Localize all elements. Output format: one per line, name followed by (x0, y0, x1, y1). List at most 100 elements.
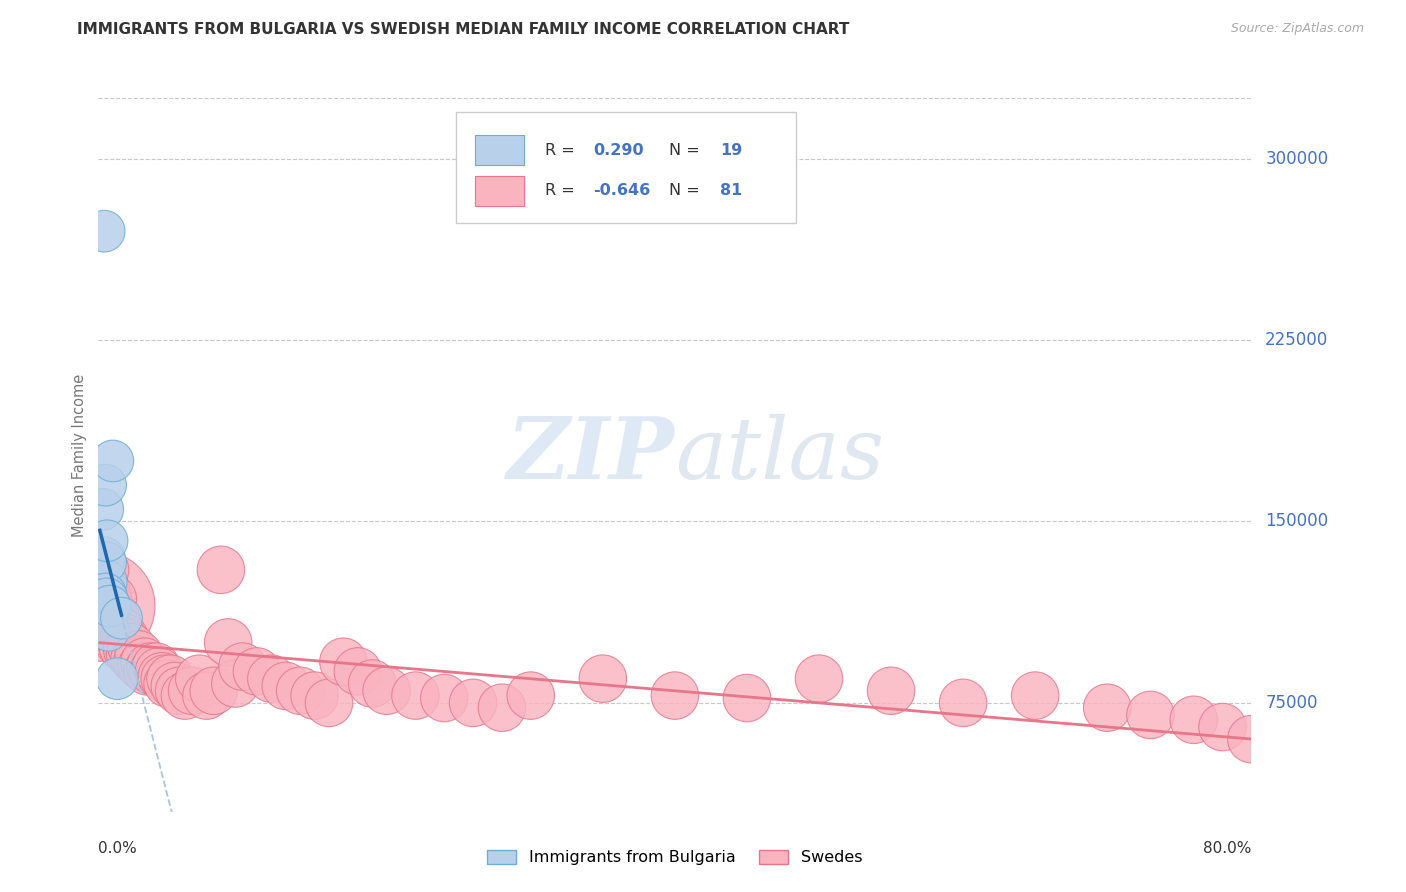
Point (167, 683, 190, 698)
Point (117, 642, 138, 657)
Point (98, 611, 121, 625)
Point (124, 652, 146, 666)
Point (136, 665, 159, 679)
Point (807, 672, 830, 686)
Point (127, 655, 149, 669)
Point (231, 659, 254, 673)
Point (260, 672, 283, 686)
Point (1097, 700, 1119, 714)
Text: 0.290: 0.290 (593, 143, 644, 158)
Point (98, 599, 121, 613)
Point (90, 587, 112, 601)
Y-axis label: Median Family Income: Median Family Income (72, 373, 87, 537)
Point (246, 665, 269, 679)
Text: atlas: atlas (675, 414, 884, 496)
Point (89, 587, 111, 601)
Point (93, 550, 115, 565)
Point (94, 582, 117, 597)
Point (120, 648, 142, 662)
Text: IMMIGRANTS FROM BULGARIA VS SWEDISH MEDIAN FAMILY INCOME CORRELATION CHART: IMMIGRANTS FROM BULGARIA VS SWEDISH MEDI… (77, 22, 849, 37)
Point (94, 556, 117, 570)
Point (139, 659, 162, 673)
Point (131, 659, 153, 673)
Point (100, 615, 122, 630)
Point (97, 607, 120, 621)
FancyBboxPatch shape (475, 176, 524, 206)
Text: N =: N = (669, 143, 704, 158)
Text: N =: N = (669, 184, 704, 198)
Point (96, 591, 118, 606)
Point (89, 599, 111, 613)
Point (159, 672, 181, 686)
Point (101, 607, 124, 621)
Point (156, 676, 179, 690)
Point (91, 502, 114, 516)
Point (1212, 720, 1234, 734)
Point (90, 563, 112, 577)
Text: 225000: 225000 (1265, 331, 1329, 349)
Point (101, 454, 124, 468)
Point (145, 659, 167, 673)
Point (96, 591, 118, 606)
Point (108, 624, 131, 638)
Point (94, 478, 117, 492)
Text: 80.0%: 80.0% (1204, 841, 1251, 855)
Point (91, 607, 114, 621)
Point (114, 635, 136, 649)
Point (105, 631, 128, 645)
Point (134, 655, 156, 669)
Point (98, 599, 121, 613)
Point (104, 624, 127, 638)
Point (880, 683, 903, 698)
Point (101, 591, 124, 606)
Text: 150000: 150000 (1265, 512, 1329, 531)
Point (94, 587, 117, 601)
Point (111, 640, 134, 655)
Point (520, 689, 543, 703)
Point (121, 640, 143, 655)
Point (1024, 689, 1046, 703)
Point (128, 648, 150, 662)
Point (332, 655, 354, 669)
Point (112, 631, 135, 645)
Point (346, 665, 368, 679)
Point (491, 700, 513, 714)
Point (91, 567, 114, 582)
Text: 81: 81 (720, 184, 742, 198)
FancyBboxPatch shape (475, 136, 524, 165)
Point (142, 665, 165, 679)
Point (107, 635, 129, 649)
Point (181, 683, 204, 698)
Point (148, 665, 170, 679)
Text: R =: R = (544, 143, 579, 158)
Point (163, 679, 186, 693)
Text: 75000: 75000 (1265, 694, 1317, 712)
Point (1240, 732, 1263, 747)
Text: 19: 19 (720, 143, 742, 158)
Point (93, 563, 115, 577)
Point (361, 676, 384, 690)
Point (96, 533, 118, 548)
Point (461, 696, 484, 710)
Point (375, 683, 398, 698)
Point (91, 591, 114, 606)
Point (664, 689, 686, 703)
Point (188, 672, 211, 686)
Point (105, 672, 128, 686)
Point (150, 669, 173, 683)
Point (405, 689, 427, 703)
Point (110, 611, 132, 625)
Point (735, 691, 758, 706)
Point (94, 591, 117, 606)
Point (224, 676, 246, 690)
Point (1139, 708, 1161, 723)
Point (174, 689, 197, 703)
Point (195, 689, 218, 703)
Point (90, 574, 112, 589)
Point (274, 679, 297, 693)
Point (592, 672, 614, 686)
Point (104, 611, 127, 625)
Point (433, 691, 456, 706)
Point (318, 696, 340, 710)
Point (93, 574, 115, 589)
